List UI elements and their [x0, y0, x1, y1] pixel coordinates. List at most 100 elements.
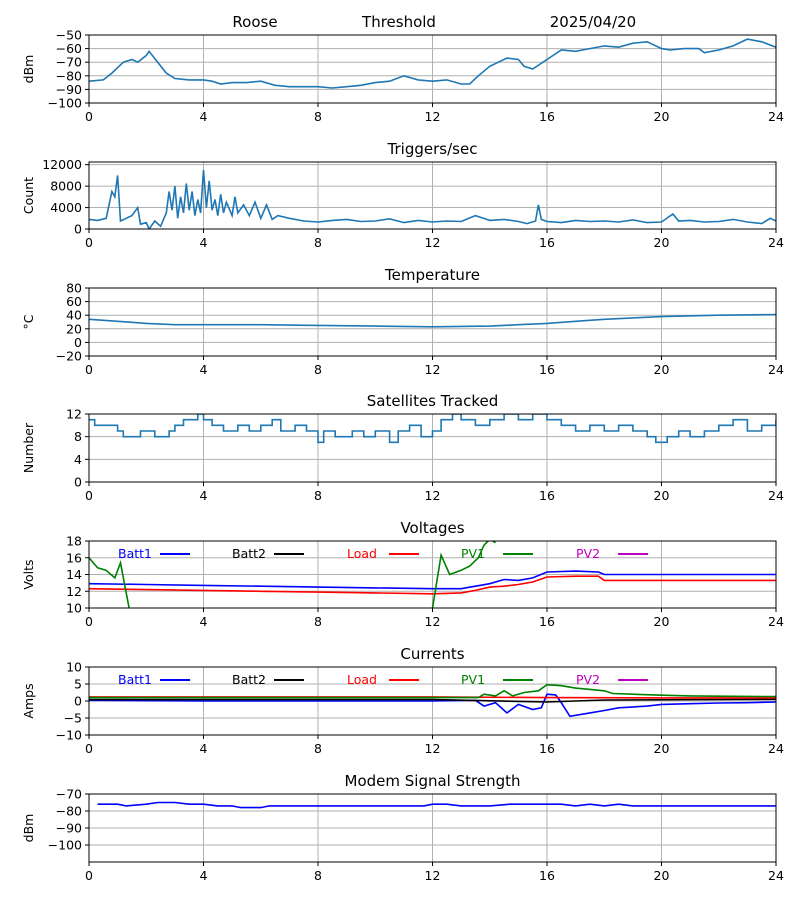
y-axis-label: Number — [21, 422, 36, 473]
x-tick-label: 12 — [425, 614, 441, 629]
chart-title: Modem Signal Strength — [345, 772, 521, 790]
series-line-batt1 — [89, 570, 776, 590]
y-tick-label: 16 — [66, 550, 82, 565]
y-tick-label: −100 — [48, 838, 82, 853]
chart-panel: 0 4 8 12 16 20 24 −70 −80 −90 −100 Modem Signal Str… — [21, 772, 784, 883]
x-tick-label: 16 — [539, 614, 555, 629]
x-tick-label: 0 — [85, 235, 93, 250]
legend-label: PV2 — [576, 672, 600, 687]
legend-label: Batt1 — [118, 672, 152, 687]
y-axis-label: dBm — [21, 814, 36, 843]
y-tick-label: 5 — [74, 677, 82, 692]
y-tick-label: −90 — [56, 82, 82, 97]
y-tick-label: −5 — [64, 711, 82, 726]
chart-panel: 0 4 8 12 16 20 24 0 4000 8000 12000 Triggers/sec Cou… — [21, 140, 784, 250]
y-tick-label: 0 — [74, 222, 82, 237]
legend-label: Batt2 — [232, 672, 266, 687]
y-tick-label: −80 — [56, 804, 82, 819]
series-line-load — [89, 575, 776, 595]
x-tick-label: 4 — [200, 614, 208, 629]
y-tick-label: 12000 — [42, 157, 82, 172]
legend-label: PV1 — [461, 672, 485, 687]
y-tick-label: 0 — [74, 694, 82, 709]
y-tick-label: 14 — [66, 567, 82, 582]
x-tick-label: 16 — [539, 741, 555, 756]
y-tick-label: 20 — [66, 321, 82, 336]
y-tick-label: −70 — [56, 787, 82, 802]
x-tick-label: 12 — [425, 362, 441, 377]
x-tick-label: 8 — [314, 741, 322, 756]
chart-title: Currents — [400, 645, 464, 663]
x-tick-label: 24 — [768, 741, 784, 756]
y-tick-label: −100 — [48, 96, 82, 111]
x-tick-label: 12 — [425, 235, 441, 250]
y-tick-label: −60 — [56, 41, 82, 56]
series-line-pv1 — [89, 683, 776, 699]
legend-label: Batt2 — [232, 546, 266, 561]
x-tick-label: 24 — [768, 109, 784, 124]
y-axis-label: Count — [21, 177, 36, 214]
y-tick-label: 10 — [66, 660, 82, 675]
x-tick-label: 24 — [768, 235, 784, 250]
y-tick-label: −80 — [56, 68, 82, 83]
x-tick-label: 8 — [314, 109, 322, 124]
x-tick-label: 12 — [425, 741, 441, 756]
x-tick-label: 0 — [85, 488, 93, 503]
y-tick-label: −10 — [56, 728, 82, 743]
x-tick-label: 20 — [654, 868, 670, 883]
x-tick-label: 12 — [425, 868, 441, 883]
x-tick-label: 24 — [768, 868, 784, 883]
x-tick-label: 16 — [539, 362, 555, 377]
chart-title: Voltages — [400, 519, 464, 537]
y-tick-label: 40 — [66, 308, 82, 323]
y-axis-label: °C — [21, 314, 36, 329]
series-line-batt2 — [89, 698, 776, 703]
y-tick-label: 8 — [74, 429, 82, 444]
y-tick-label: −20 — [56, 349, 82, 364]
x-tick-label: 4 — [200, 235, 208, 250]
x-tick-label: 0 — [85, 868, 93, 883]
x-tick-label: 4 — [200, 741, 208, 756]
y-tick-label: −70 — [56, 55, 82, 70]
legend-label: PV1 — [461, 546, 485, 561]
chart-panel: 0 4 8 12 16 20 24 0 4 8 12 Satellites Tracked Number — [21, 392, 784, 503]
y-tick-label: 8000 — [50, 179, 82, 194]
series-line — [89, 313, 776, 328]
y-tick-label: 4 — [74, 452, 82, 467]
x-tick-label: 8 — [314, 868, 322, 883]
chart-panel: 0 4 8 12 16 20 24 −50−60−70−80−90−100 dBm — [21, 28, 784, 125]
x-tick-label: 0 — [85, 362, 93, 377]
x-tick-label: 24 — [768, 362, 784, 377]
y-tick-label: 4000 — [50, 200, 82, 215]
x-tick-label: 8 — [314, 614, 322, 629]
legend-label: Load — [347, 672, 377, 687]
x-tick-label: 20 — [654, 109, 670, 124]
x-tick-label: 0 — [85, 109, 93, 124]
y-tick-label: 0 — [74, 335, 82, 350]
series-line — [89, 38, 776, 89]
x-tick-label: 20 — [654, 488, 670, 503]
x-tick-label: 12 — [425, 488, 441, 503]
y-tick-label: −50 — [56, 28, 82, 43]
y-tick-label: −90 — [56, 821, 82, 836]
series-line — [97, 801, 776, 809]
x-tick-label: 0 — [85, 614, 93, 629]
x-tick-label: 16 — [539, 868, 555, 883]
y-tick-label: 18 — [66, 534, 82, 549]
x-tick-label: 20 — [654, 614, 670, 629]
x-tick-label: 4 — [200, 488, 208, 503]
x-tick-label: 16 — [539, 235, 555, 250]
x-tick-label: 20 — [654, 741, 670, 756]
station-name: Roose — [232, 13, 277, 31]
y-axis-label: Amps — [21, 683, 36, 718]
x-tick-label: 16 — [539, 109, 555, 124]
legend-label: PV2 — [576, 546, 600, 561]
series-line — [89, 169, 776, 229]
legend-label: Batt1 — [118, 546, 152, 561]
y-axis-label: Volts — [21, 559, 36, 589]
x-tick-label: 8 — [314, 488, 322, 503]
